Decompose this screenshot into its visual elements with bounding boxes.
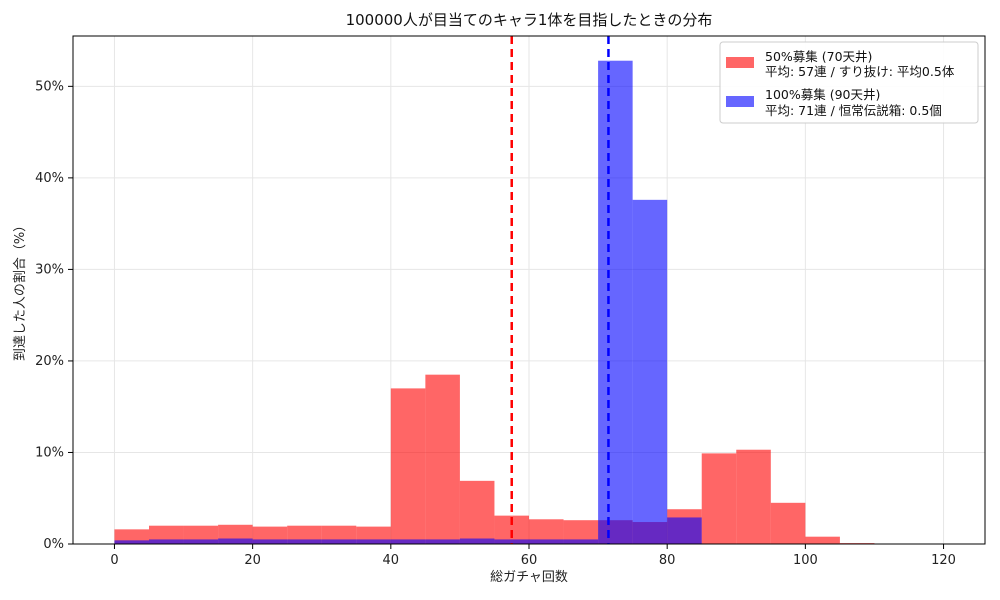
bar-series-1	[805, 536, 840, 544]
y-axis-ticks: 0% 10% 20% 30% 40% 50%	[35, 79, 73, 552]
bar-series-2	[598, 60, 633, 545]
legend-label-series-2: 100%募集 (90天井)	[765, 87, 880, 102]
bar-series-1	[736, 449, 771, 544]
x-tick-label: 20	[244, 553, 261, 568]
legend-swatch-series-1	[726, 57, 754, 68]
bar-series-2	[632, 199, 668, 545]
bar-series-2	[321, 539, 357, 544]
legend-sublabel-series-1: 平均: 57連 / すり抜け: 平均0.5体	[765, 64, 955, 79]
y-axis-title: 到達した人の割合（%）	[12, 219, 28, 361]
y-tick-label: 50%	[35, 79, 64, 94]
bar-series-1	[701, 453, 737, 544]
bar-series-2	[563, 539, 599, 544]
mean-lines	[510, 36, 610, 544]
x-tick-label: 80	[659, 553, 676, 568]
x-tick-label: 120	[931, 553, 956, 568]
bar-series-2	[459, 538, 495, 544]
bar-series-1	[425, 374, 460, 544]
x-tick-label: 40	[383, 553, 400, 568]
x-tick-label: 60	[521, 553, 538, 568]
y-tick-label: 10%	[35, 445, 64, 460]
y-tick-label: 20%	[35, 354, 64, 369]
bar-series-2	[287, 539, 322, 544]
legend-box	[719, 41, 979, 124]
bar-series-2	[183, 539, 219, 544]
legend: 50%募集 (70天井) 平均: 57連 / すり抜け: 平均0.5体 100%…	[719, 41, 979, 124]
bar-series-2	[218, 538, 253, 544]
bar-series-2	[390, 539, 426, 544]
bar-series-2	[252, 539, 288, 544]
x-tick-label: 100	[793, 553, 818, 568]
legend-sublabel-series-2: 平均: 71連 / 恒常伝説箱: 0.5個	[765, 103, 942, 118]
bar-series-1	[770, 502, 806, 544]
bar-series-2	[667, 517, 702, 544]
x-axis-ticks: 0 20 40 60 80 100 120	[110, 544, 956, 568]
bar-series-1	[563, 520, 599, 544]
y-tick-label: 40%	[35, 171, 64, 186]
y-tick-label: 0%	[43, 537, 64, 552]
bar-series-1	[459, 480, 495, 544]
bar-series-2	[529, 539, 564, 544]
bar-series-2	[356, 539, 391, 544]
bar-series-2	[149, 539, 184, 544]
histogram-bars	[114, 60, 875, 545]
bar-series-2	[425, 539, 460, 544]
x-axis-title: 総ガチャ回数	[490, 570, 568, 585]
legend-swatch-series-2	[726, 96, 754, 107]
bar-series-1	[390, 388, 426, 544]
chart-title: 100000人が目当てのキャラ1体を目指したときの分布	[346, 11, 713, 29]
legend-label-series-1: 50%募集 (70天井)	[765, 49, 872, 64]
bar-series-2	[494, 539, 529, 544]
x-tick-label: 0	[110, 553, 118, 568]
bar-series-2	[114, 540, 149, 544]
y-tick-label: 30%	[35, 262, 64, 277]
